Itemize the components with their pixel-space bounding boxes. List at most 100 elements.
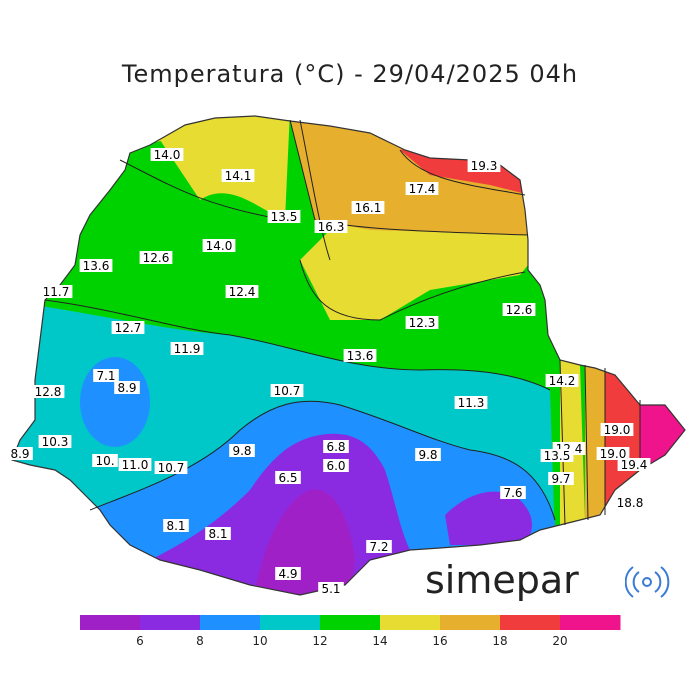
station-value: 9.8 (415, 448, 441, 462)
legend-swatch (320, 615, 381, 630)
legend-swatch (200, 615, 261, 630)
svg-text:16.3: 16.3 (318, 220, 345, 234)
station-value: 19.4 (617, 458, 651, 472)
svg-text:14.1: 14.1 (225, 169, 252, 183)
svg-text:16.1: 16.1 (355, 201, 382, 215)
legend-tick-label: 10 (252, 634, 268, 648)
legend-swatch (140, 615, 201, 630)
svg-text:14.2: 14.2 (549, 374, 576, 388)
station-value: 11.7 (39, 285, 73, 299)
simepar-logo: simepar (425, 558, 675, 605)
legend-swatch (80, 615, 141, 630)
svg-text:19.4: 19.4 (621, 458, 648, 472)
station-value: 9.8 (229, 444, 255, 458)
station-value: 13.6 (343, 349, 377, 363)
isolines (44, 119, 641, 526)
svg-text:9.7: 9.7 (551, 472, 570, 486)
station-value: 12.3 (405, 316, 439, 330)
legend-swatch (560, 615, 621, 630)
legend-tick-label: 18 (492, 634, 508, 648)
svg-text:14.0: 14.0 (154, 148, 181, 162)
station-value: 7.6 (500, 486, 526, 500)
legend-swatch (380, 615, 441, 630)
station-value: 7.1 (93, 369, 119, 383)
svg-text:7.6: 7.6 (503, 486, 522, 500)
station-value: 18.8 (613, 496, 647, 510)
legend-tick-label: 8 (196, 634, 204, 648)
svg-text:8.9: 8.9 (117, 381, 136, 395)
svg-text:13.6: 13.6 (347, 349, 374, 363)
legend-tick-label: 14 (372, 634, 388, 648)
svg-text:12.6: 12.6 (506, 303, 533, 317)
station-value: 19.0 (596, 447, 630, 461)
svg-text:5.1: 5.1 (321, 582, 340, 596)
svg-text:10.7: 10.7 (158, 461, 185, 475)
svg-text:10.7: 10.7 (274, 384, 301, 398)
station-value: 14.0 (150, 148, 184, 162)
station-value: 12.7 (111, 321, 145, 335)
station-value: 9.7 (548, 472, 574, 486)
station-value: 8.1 (205, 527, 231, 541)
svg-text:6.0: 6.0 (326, 459, 345, 473)
station-value: 14.1 (221, 169, 255, 183)
legend-tick-label: 6 (136, 634, 144, 648)
svg-text:11.7: 11.7 (43, 285, 70, 299)
station-value: 11.0 (118, 458, 152, 472)
station-value: 8.9 (7, 447, 33, 461)
svg-text:8.1: 8.1 (166, 519, 185, 533)
legend-swatch (260, 615, 321, 630)
station-value: 5.1 (318, 582, 344, 596)
svg-text:12.4: 12.4 (229, 285, 256, 299)
svg-text:6.5: 6.5 (278, 471, 297, 485)
station-value: 12.6 (502, 303, 536, 317)
svg-text:19.0: 19.0 (600, 447, 627, 461)
station-value: 6.8 (323, 440, 349, 454)
station-value: 13.5 (267, 210, 301, 224)
svg-text:12.6: 12.6 (143, 251, 170, 265)
svg-text:9.8: 9.8 (232, 444, 251, 458)
svg-text:10.3: 10.3 (42, 435, 69, 449)
svg-text:14.0: 14.0 (206, 239, 233, 253)
svg-text:19.0: 19.0 (604, 423, 631, 437)
svg-text:12.3: 12.3 (409, 316, 436, 330)
station-value: 6.0 (323, 459, 349, 473)
station-value: 12.6 (139, 251, 173, 265)
svg-text:8.9: 8.9 (10, 447, 29, 461)
svg-text:11.9: 11.9 (174, 342, 201, 356)
station-labels: 14.0 14.1 13.5 16.1 17.4 19.3 16.3 13.6 12.6 14.0… (7, 148, 651, 596)
station-value: 11.9 (170, 342, 204, 356)
legend-tick-label: 20 (552, 634, 568, 648)
svg-text:12.8: 12.8 (35, 385, 62, 399)
station-value: 8.9 (114, 381, 140, 395)
legend-tick-label: 16 (432, 634, 448, 648)
legend-tick-label: 12 (312, 634, 328, 648)
legend-bar (80, 615, 621, 630)
station-value: 12.4 (225, 285, 259, 299)
svg-text:7.2: 7.2 (369, 540, 388, 554)
station-value: 14.2 (545, 374, 579, 388)
brand-name: simepar (425, 558, 579, 602)
station-value: 12.8 (31, 385, 65, 399)
svg-text:9.8: 9.8 (418, 448, 437, 462)
svg-text:8.1: 8.1 (208, 527, 227, 541)
station-value: 16.3 (314, 220, 348, 234)
station-value: 10.7 (154, 461, 188, 475)
station-value: 4.9 (275, 567, 301, 581)
station-value: 10.3 (38, 435, 72, 449)
svg-text:6.8: 6.8 (326, 440, 345, 454)
svg-text:11.3: 11.3 (458, 396, 485, 410)
station-value: 16.1 (351, 201, 385, 215)
station-value: 14.0 (202, 239, 236, 253)
svg-text:18.8: 18.8 (617, 496, 644, 510)
map-title: Temperatura (°C) - 29/04/2025 04h (121, 60, 579, 88)
station-value: 11.3 (454, 396, 488, 410)
legend-swatch (440, 615, 501, 630)
svg-text:13.5: 13.5 (271, 210, 298, 224)
svg-text:11.0: 11.0 (122, 458, 149, 472)
station-value: 19.0 (600, 423, 634, 437)
station-value: 13.6 (79, 259, 113, 273)
station-value: 17.4 (405, 182, 439, 196)
svg-text:7.1: 7.1 (96, 369, 115, 383)
radar-waves-icon (625, 566, 670, 598)
